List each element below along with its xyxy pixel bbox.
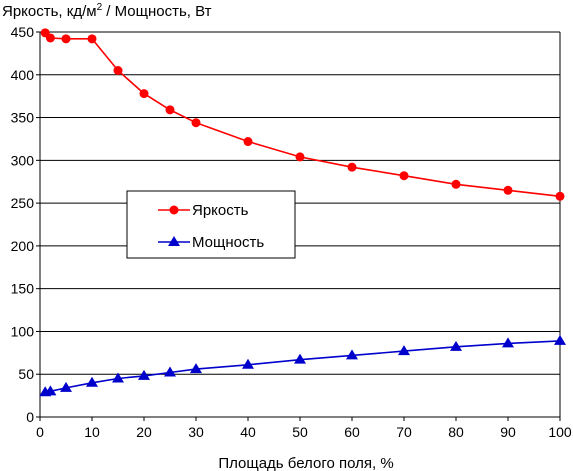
data-point-brightness: [45, 33, 55, 43]
data-point-power: [450, 340, 462, 351]
x-tick-label: 90: [500, 424, 516, 440]
y-tick-label: 250: [11, 195, 35, 211]
data-point-brightness: [113, 66, 123, 75]
data-point-brightness: [555, 191, 565, 201]
grid-lines: [36, 31, 561, 421]
x-tick-label: 10: [84, 424, 100, 440]
series: [39, 28, 566, 397]
data-point-power: [242, 358, 254, 369]
axes: [39, 32, 560, 418]
data-point-brightness: [295, 152, 305, 162]
data-point-brightness: [399, 171, 409, 181]
data-point-brightness: [165, 105, 175, 115]
legend-marker-triangle: [168, 236, 180, 246]
y-tick-label: 400: [11, 67, 35, 83]
data-point-brightness: [61, 34, 71, 44]
legend: Яркость Мощность: [126, 190, 296, 259]
data-point-brightness: [347, 162, 357, 172]
y-tick-label: 450: [11, 24, 35, 40]
x-tick-label: 20: [136, 424, 152, 440]
legend-label-power: Мощность: [192, 234, 264, 251]
y-tick-label: 350: [11, 110, 35, 126]
x-tick-label: 100: [548, 424, 572, 440]
y-tick-label: 300: [11, 152, 35, 168]
x-tick-label: 40: [240, 424, 256, 440]
data-point-power: [190, 363, 202, 374]
data-point-power: [346, 349, 358, 360]
y-tick-label: 150: [11, 281, 35, 297]
data-point-brightness: [503, 185, 513, 195]
legend-marker-circle: [169, 205, 179, 215]
legend-box: [126, 190, 296, 259]
y-axis-title-superscript: 2: [97, 2, 103, 13]
data-point-power: [86, 376, 98, 387]
x-tick-label: 60: [344, 424, 360, 440]
data-point-power: [60, 381, 72, 392]
y-tick-labels: 0 50 100 150 200 250 300 350 400 450: [11, 24, 35, 425]
x-axis-title: Площадь белого поля, %: [218, 455, 393, 471]
y-axis-title: Яркость, кд/м2 / Мощность, Вт: [2, 2, 212, 20]
x-tick-label: 50: [292, 424, 308, 440]
data-point-power: [164, 366, 176, 377]
data-point-brightness: [139, 89, 149, 99]
data-point-power: [502, 337, 514, 348]
x-tick-label: 0: [36, 424, 44, 440]
y-tick-label: 0: [26, 409, 34, 425]
data-point-brightness: [191, 118, 201, 128]
legend-label-brightness: Яркость: [192, 202, 249, 219]
series-brightness: [40, 28, 565, 201]
data-point-brightness: [451, 179, 461, 189]
y-tick-label: 100: [11, 323, 35, 339]
y-tick-label: 200: [11, 238, 35, 254]
data-point-power: [112, 372, 124, 383]
data-point-power: [138, 369, 150, 380]
y-axis-title-main: Яркость, кд/м: [2, 3, 97, 20]
series-power: [39, 334, 566, 397]
data-point-power: [294, 353, 306, 364]
data-point-brightness: [243, 137, 253, 147]
series-line-brightness: [44, 32, 561, 198]
x-tick-label: 80: [448, 424, 464, 440]
y-tick-label: 50: [18, 366, 34, 382]
data-point-brightness: [87, 34, 97, 44]
x-tick-label: 70: [396, 424, 412, 440]
x-tick-labels: 0 10 20 30 40 50 60 70 80 90 100: [36, 424, 572, 440]
x-tick-label: 30: [188, 424, 204, 440]
data-point-power: [398, 345, 410, 356]
data-point-power: [554, 334, 566, 345]
data-point-power: [44, 385, 57, 396]
series-line-power: [45, 340, 561, 393]
y-axis-title-rest: / Мощность, Вт: [102, 3, 212, 20]
